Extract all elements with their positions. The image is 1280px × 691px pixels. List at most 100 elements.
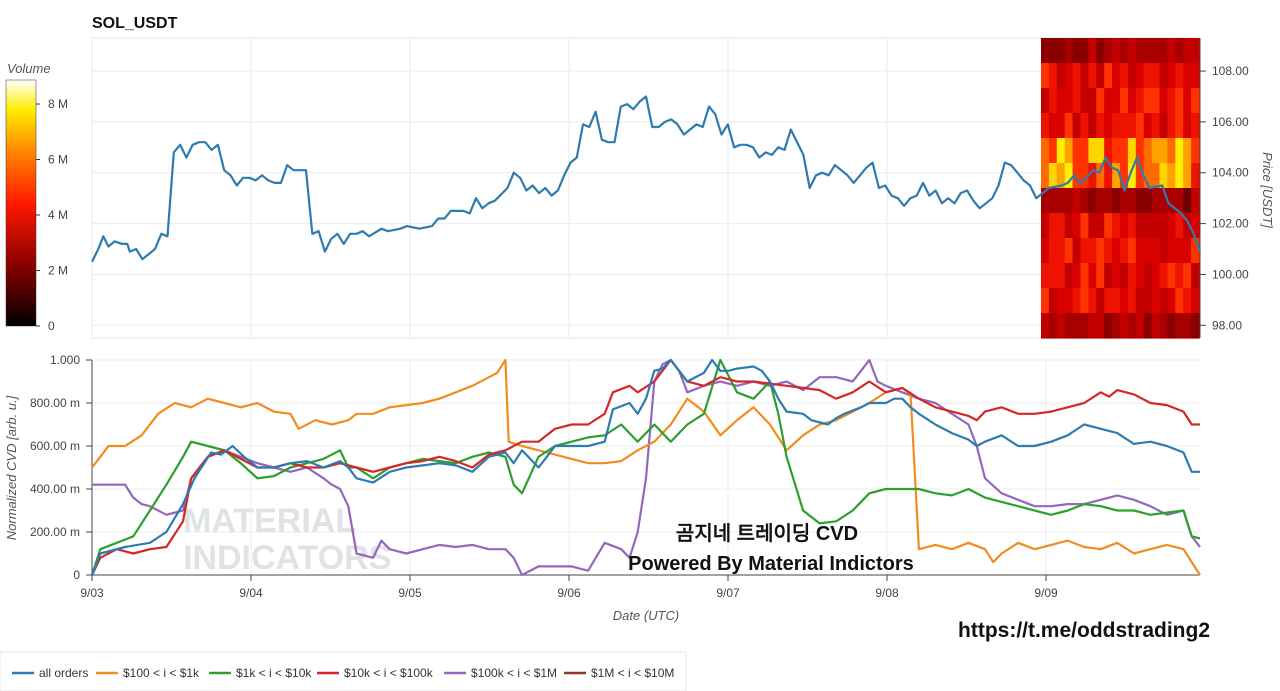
heatmap-cell <box>1041 138 1050 164</box>
heatmap-cell <box>1151 288 1161 314</box>
heatmap-cell <box>1072 238 1082 264</box>
heatmap-cell <box>1159 138 1168 164</box>
heatmap-cell <box>1096 63 1105 89</box>
heatmap-cell <box>1112 213 1121 239</box>
heatmap-cell <box>1143 138 1153 164</box>
heatmap-cell <box>1191 63 1200 89</box>
watermark-line2: INDICATORS <box>183 539 391 577</box>
heatmap-cell <box>1072 213 1082 239</box>
heatmap-cell <box>1151 163 1161 189</box>
heatmap-cell <box>1183 263 1192 289</box>
heatmap-cell <box>1175 188 1184 214</box>
heatmap-cell <box>1112 313 1121 339</box>
heatmap-cell <box>1056 138 1066 164</box>
heatmap-cell <box>1056 313 1066 339</box>
heatmap-cell <box>1191 138 1200 164</box>
heatmap-cell <box>1120 163 1129 189</box>
heatmap-cell <box>1104 313 1113 339</box>
legend-box <box>0 651 687 691</box>
x-tick-label: 9/07 <box>716 586 740 600</box>
legend-label[interactable]: $10k < i < $100k <box>344 666 434 680</box>
heatmap-cell <box>1064 138 1074 164</box>
heatmap-cell <box>1120 38 1129 64</box>
heatmap-cell <box>1064 163 1074 189</box>
legend-label[interactable]: $1M < i < $10M <box>591 666 674 680</box>
heatmap-cell <box>1112 188 1121 214</box>
heatmap-cell <box>1167 288 1176 314</box>
heatmap-cell <box>1088 288 1097 314</box>
heatmap-cell <box>1167 263 1176 289</box>
heatmap-cell <box>1064 313 1074 339</box>
heatmap-cell <box>1135 313 1145 339</box>
heatmap-cell <box>1088 38 1097 64</box>
heatmap-cell <box>1064 63 1074 89</box>
heatmap-cell <box>1064 213 1074 239</box>
heatmap-cell <box>1159 188 1168 214</box>
heatmap-cell <box>1072 188 1082 214</box>
heatmap-cell <box>1159 88 1168 114</box>
x-tick-label: 9/04 <box>239 586 263 600</box>
heatmap-cell <box>1104 238 1113 264</box>
heatmap-cell <box>1048 238 1058 264</box>
heatmap-cell <box>1175 113 1184 139</box>
heatmap-cell <box>1191 113 1200 139</box>
price-plot-frame <box>91 37 1201 339</box>
x-tick-label: 9/08 <box>875 586 899 600</box>
heatmap-cell <box>1041 38 1050 64</box>
heatmap-cell <box>1041 88 1050 114</box>
heatmap-cell <box>1041 263 1050 289</box>
heatmap-cell <box>1056 213 1066 239</box>
heatmap-cell <box>1159 163 1168 189</box>
heatmap-cell <box>1120 88 1129 114</box>
heatmap-cell <box>1080 113 1089 139</box>
volume-ticks: 0 2 M 4 M 6 M 8 M <box>36 97 68 333</box>
heatmap-cell <box>1120 138 1129 164</box>
heatmap-cell <box>1096 263 1105 289</box>
telegram-link[interactable]: https://t.me/oddstrading2 <box>958 619 1210 642</box>
cvd-axis-title: Normalized CVD [arb. u.] <box>4 395 19 540</box>
heatmap-cell <box>1080 288 1089 314</box>
heatmap-cell <box>1127 263 1137 289</box>
heatmap-cell <box>1127 163 1137 189</box>
heatmap-cell <box>1072 38 1082 64</box>
heatmap-cell <box>1191 238 1200 264</box>
heatmap-cell <box>1080 88 1089 114</box>
chart-title: SOL_USDT <box>92 15 178 32</box>
heatmap-cell <box>1151 188 1161 214</box>
heatmap-cell <box>1175 88 1184 114</box>
legend-label[interactable]: $100 < i < $1k <box>123 666 200 680</box>
heatmap-cell <box>1159 238 1168 264</box>
heatmap-cell <box>1120 113 1129 139</box>
heatmap-cell <box>1096 113 1105 139</box>
heatmap-cell <box>1088 238 1097 264</box>
heatmap-cell <box>1151 263 1161 289</box>
heatmap-cell <box>1064 288 1074 314</box>
heatmap-cell <box>1143 213 1153 239</box>
heatmap-cell <box>1072 138 1082 164</box>
heatmap-cell <box>1151 113 1161 139</box>
heatmap-cell <box>1175 163 1184 189</box>
cvd-tick-label: 200.00 m <box>30 525 80 539</box>
x-tick-label: 9/05 <box>398 586 422 600</box>
legend: all orders $100 < i < $1k $1k < i < $10k $1… <box>12 666 674 680</box>
heatmap-cell <box>1135 188 1145 214</box>
price-axis-title: Price [USDT] <box>1260 152 1275 228</box>
heatmap-cell <box>1175 213 1184 239</box>
heatmap-cell <box>1080 213 1089 239</box>
heatmap-cell <box>1183 213 1192 239</box>
heatmap-cell <box>1048 288 1058 314</box>
heatmap-cell <box>1135 213 1145 239</box>
heatmap-cell <box>1048 113 1058 139</box>
legend-label[interactable]: $1k < i < $10k <box>236 666 312 680</box>
cvd-y-ticks: 0 200.00 m 400.00 m 600.00 m 800.00 m 1.000 <box>30 353 92 582</box>
heatmap-cell <box>1175 63 1184 89</box>
heatmap-cell <box>1151 138 1161 164</box>
heatmap-cell <box>1112 138 1121 164</box>
legend-label[interactable]: all orders <box>39 666 88 680</box>
x-tick-label: 9/06 <box>557 586 581 600</box>
legend-label[interactable]: $100k < i < $1M <box>471 666 557 680</box>
heatmap-cell <box>1159 288 1168 314</box>
heatmap-cell <box>1112 113 1121 139</box>
heatmap-cell <box>1088 163 1097 189</box>
heatmap-cell <box>1183 188 1192 214</box>
